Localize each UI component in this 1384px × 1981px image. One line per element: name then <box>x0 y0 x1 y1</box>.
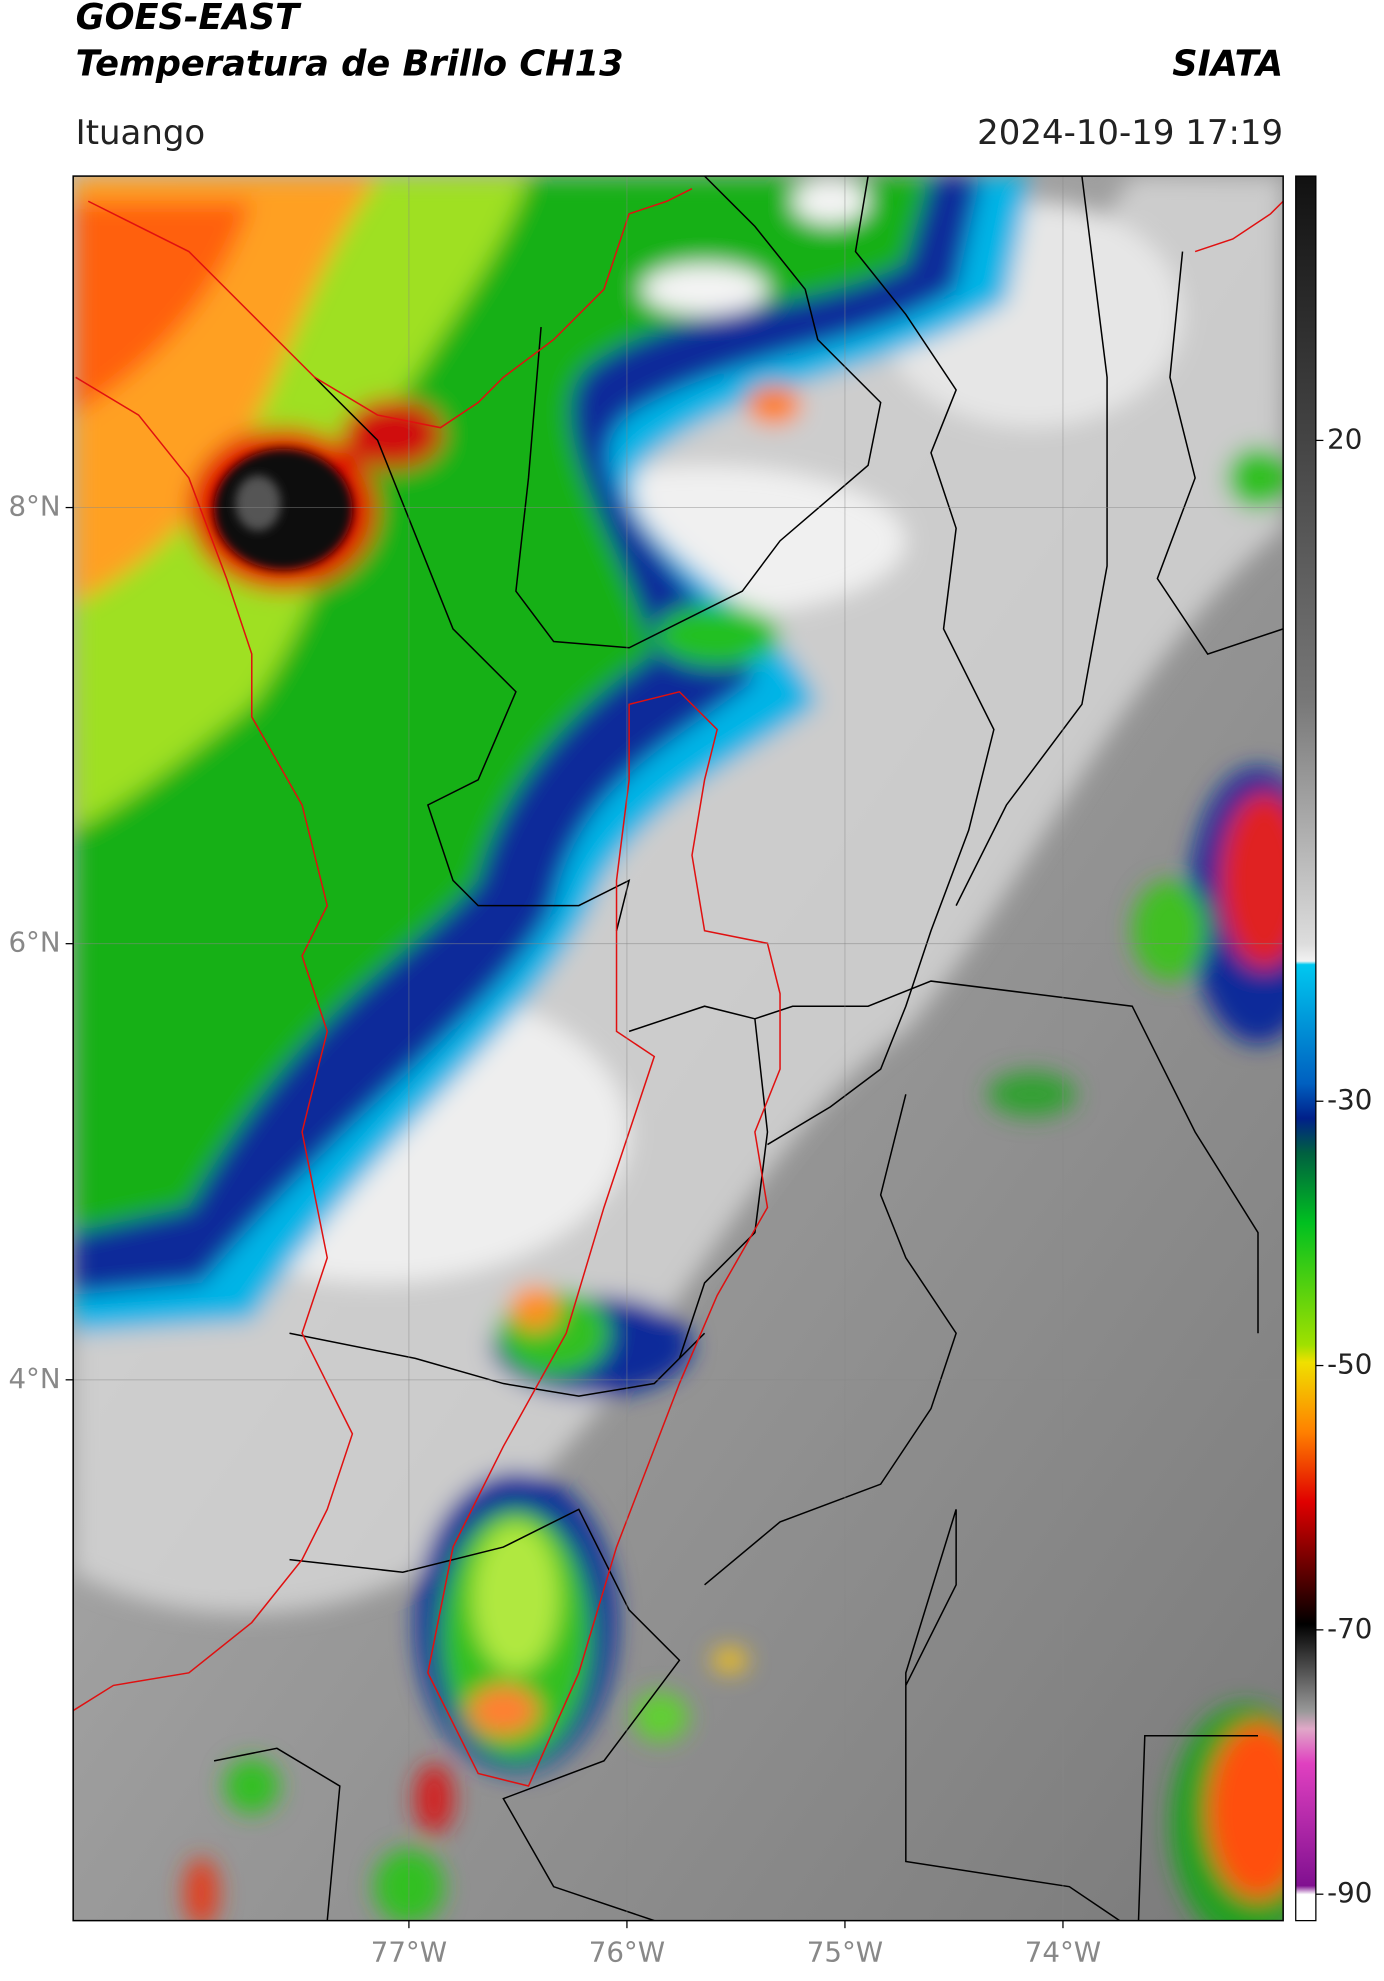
satellite: GOES-EAST <box>76 0 302 38</box>
cloud-field <box>73 176 1284 1921</box>
satellite-image <box>73 176 1284 1921</box>
lat-tick-label: 6°N <box>8 926 60 959</box>
colorbar-tick-label: -30 <box>1327 1083 1372 1116</box>
lon-tick-label: 77°W <box>371 1935 447 1968</box>
timestamp: 2024-10-19 17:19 <box>977 113 1283 153</box>
cold-core-detail <box>235 475 281 531</box>
lat-tick-label: 8°N <box>8 490 60 523</box>
graticule <box>73 176 1284 1921</box>
lon-tick-label: 76°W <box>589 1935 665 1968</box>
lon-tick-label: 74°W <box>1025 1935 1101 1968</box>
lat-tick-label: 4°N <box>8 1362 60 1395</box>
map-frame <box>72 175 1284 1922</box>
colorbar <box>1295 175 1317 1922</box>
cold-core <box>214 449 353 570</box>
agency: SIATA <box>1172 43 1283 84</box>
coastline <box>73 187 1284 1787</box>
colorbar-tick-label: -90 <box>1327 1876 1372 1909</box>
boundaries <box>213 176 1284 1921</box>
product: Temperatura de Brillo CH13 <box>76 43 624 84</box>
colorbar-tick-label: 20 <box>1327 422 1362 455</box>
colorbar-tick-label: -50 <box>1327 1348 1372 1381</box>
colorbar-tick-label: -70 <box>1327 1612 1372 1645</box>
location: Ituango <box>76 113 206 153</box>
lon-tick-label: 75°W <box>807 1935 883 1968</box>
